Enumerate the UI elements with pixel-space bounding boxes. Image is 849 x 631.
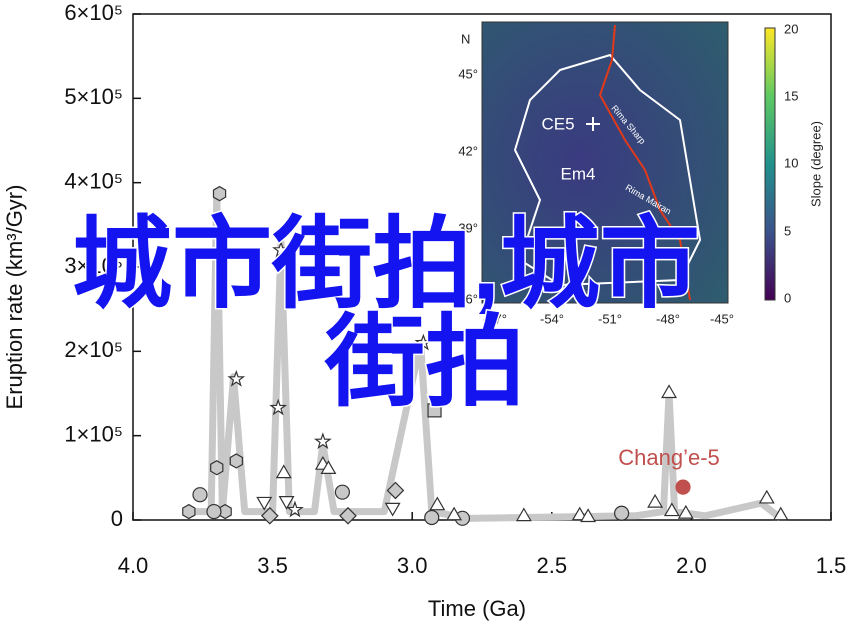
lon-label: -45°	[710, 311, 734, 326]
diamond-marker	[386, 481, 405, 500]
triangle-marker	[320, 460, 337, 474]
triangle-marker	[429, 496, 446, 511]
lon-label: -57°	[483, 311, 507, 326]
colorbar-tick: 0	[784, 290, 791, 305]
circle-marker	[613, 505, 630, 521]
x-tick-label: 2.5	[537, 553, 568, 578]
colorbar-tick: 20	[784, 21, 798, 36]
circle-marker	[424, 509, 440, 526]
diamond-marker	[260, 506, 279, 525]
colorbar-tick: 5	[784, 223, 791, 238]
star-marker	[286, 500, 304, 518]
triangle-marker	[384, 502, 401, 517]
triangle-marker	[677, 504, 694, 519]
lat-label: 39°	[458, 220, 478, 235]
star-marker	[269, 398, 288, 416]
y-tick-label: 1×10⁵	[64, 421, 123, 446]
landing-site	[586, 117, 600, 131]
star-marker	[272, 240, 290, 258]
hexagon-marker	[229, 453, 243, 469]
star-marker	[313, 432, 332, 450]
lat-label: 36°	[458, 291, 478, 306]
y-axis-title: Eruption rate (km³/Gyr)	[2, 185, 27, 410]
x-tick-label: 4.0	[118, 553, 149, 578]
hexagon-marker	[182, 503, 196, 520]
x-axis-title: Time (Ga)	[428, 596, 526, 621]
y-tick-label: 5×10⁵	[64, 84, 123, 109]
colorbar-tick: 15	[784, 88, 798, 103]
circle-marker	[192, 487, 208, 503]
triangle-marker	[663, 502, 680, 517]
triangle-marker	[772, 506, 789, 521]
rille	[598, 24, 691, 301]
lon-label: -54°	[540, 311, 564, 326]
overlay-text: 城市街拍,城市	[72, 208, 700, 320]
rate-band	[183, 187, 783, 522]
annotation: Chang’e-5	[618, 445, 720, 470]
triangle-marker	[278, 496, 295, 510]
square-marker	[427, 403, 442, 418]
star-marker	[227, 369, 246, 387]
x-tick-label: 1.5	[816, 553, 847, 578]
x-tick-label: 3.0	[397, 553, 428, 578]
circle-marker	[334, 484, 350, 500]
x-tick-label: 2.0	[676, 553, 707, 578]
triangle-marker	[275, 464, 292, 479]
triangle-marker	[446, 506, 463, 521]
diamond-marker	[339, 506, 357, 525]
inset-map: N 45° 42° 39° 36° -57° -54° -51° -48° -4…	[458, 21, 823, 326]
y-tick-label: 4×10⁵	[64, 168, 123, 193]
lon-label: -48°	[656, 311, 680, 326]
place-label: CE5	[541, 114, 574, 133]
data-layer: 0 1×10⁵ 2×10⁵ 3×10⁵ 4×10⁵ 5×10⁵ 6×10⁵ 4.0 3.5 3.0…	[64, 0, 846, 578]
hexagon-marker	[212, 185, 227, 202]
mare-boundary	[513, 53, 702, 287]
y-tick-label: 6×10⁵	[64, 0, 123, 25]
y-tick-label: 0	[111, 506, 123, 531]
colorbar-label: Slope (degree)	[808, 121, 823, 207]
north-label: N	[461, 31, 470, 46]
triangle-marker	[661, 384, 678, 399]
colorbar	[764, 27, 776, 301]
lat-label: 42°	[458, 143, 478, 158]
triangle-marker	[256, 496, 273, 511]
lon-label: -51°	[598, 311, 622, 326]
lat-label: 45°	[458, 66, 478, 81]
triangle-marker	[580, 508, 597, 523]
y-tick-label: 3×10⁵	[64, 253, 123, 278]
y-tick-label: 2×10⁵	[64, 337, 123, 362]
colorbar-tick: 10	[784, 155, 798, 170]
triangle-marker	[647, 493, 664, 508]
x-tick-label: 3.5	[257, 553, 288, 578]
triangle-marker	[515, 507, 532, 522]
overlay-text: 街拍	[324, 306, 525, 418]
triangle-marker	[758, 489, 775, 504]
hexagon-marker	[210, 460, 224, 476]
place-label: Em4	[561, 164, 596, 183]
circle-marker	[675, 479, 691, 495]
circle-marker	[206, 503, 222, 520]
star-marker	[414, 333, 433, 351]
